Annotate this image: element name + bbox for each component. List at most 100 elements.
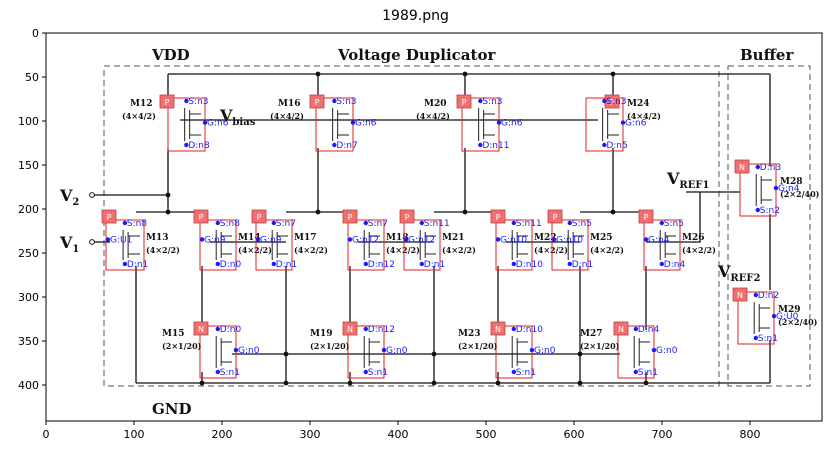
pin-dot — [184, 142, 189, 148]
vdd-label: VDD — [151, 46, 190, 64]
transistor-m20: P S:n3 G:n6 D:n11 M20 (4×4/2) — [416, 94, 523, 152]
pin-label: G:n10 — [500, 236, 527, 246]
pin-label: S:n1 — [638, 368, 658, 378]
device-name: M13 — [146, 233, 169, 243]
pin-dot — [478, 98, 483, 104]
pin-dot — [255, 237, 261, 242]
x-tick-label: 100 — [124, 428, 145, 441]
y-tick-label: 100 — [18, 115, 39, 128]
device-symbol — [567, 230, 584, 260]
pin-dot — [350, 120, 356, 125]
type-tag-label: P — [348, 213, 353, 222]
transistor-m18: P S:n7 G:n12 D:n12 M18 (4×2/2) — [342, 209, 420, 271]
pin-label: S:n5 — [572, 219, 592, 229]
device-name: M19 — [310, 329, 333, 339]
device-size: (2×1/20) — [580, 341, 620, 351]
transistor-m28: N D:n3 G:n4 S:n2 M28 (2×2/40) — [734, 159, 820, 217]
device-size: (4×4/2) — [270, 111, 304, 121]
pin-label: G:n0 — [656, 346, 678, 356]
device-outline — [551, 219, 589, 271]
pin-label: D:n1 — [572, 260, 593, 270]
pin-dot — [771, 313, 777, 319]
y-tick-label: 200 — [18, 203, 39, 216]
type-tag — [399, 209, 415, 224]
pin-dot — [643, 237, 649, 242]
device-outline — [199, 219, 237, 271]
transistor-m24: PS:n3 G:n6 D:n5 M24 (4×4/2) — [585, 94, 661, 152]
type-tag — [251, 209, 267, 224]
pin-label: G:n6 — [501, 119, 523, 129]
pin-label: S:n3 — [606, 97, 626, 107]
x-tick-label: 300 — [300, 428, 321, 441]
pin-label: D:n8 — [188, 141, 210, 151]
device-symbol — [184, 108, 201, 141]
pin-label: D:n1 — [127, 260, 148, 270]
pin-label: G:n0 — [238, 346, 260, 356]
pin-dot — [755, 164, 760, 170]
device-size: (2×1/20) — [162, 341, 202, 351]
x-tick-label: 200 — [212, 428, 233, 441]
pin-label: S:n8 — [127, 219, 147, 229]
type-tag — [638, 209, 654, 224]
device-size: (4×2/2) — [590, 245, 624, 255]
pin-label: G:n6 — [355, 119, 377, 129]
device-name: M14 — [238, 233, 261, 243]
pin-label: G:n0 — [386, 346, 408, 356]
device-symbol — [478, 108, 495, 141]
type-tag-label: P — [553, 213, 558, 222]
type-tag-label: N — [495, 325, 501, 334]
type-tag-label: N — [198, 325, 204, 334]
device-outline — [643, 219, 681, 271]
pin-label: G:U1 — [110, 236, 132, 246]
duplicator-title: Voltage Duplicator — [337, 46, 496, 64]
type-tag-label: P — [315, 98, 320, 107]
y-tick-label: 50 — [25, 71, 39, 84]
pin-label: D:n2 — [758, 291, 779, 301]
ref-wires — [646, 191, 740, 243]
device-symbol — [659, 230, 676, 260]
type-tag-label: P — [462, 98, 467, 107]
type-tag — [193, 321, 209, 336]
x-tick-label: 600 — [564, 428, 585, 441]
device-symbol — [271, 230, 288, 260]
type-tag — [547, 209, 563, 224]
pin-label: S:n7 — [276, 219, 296, 229]
v2-label: V2 — [59, 186, 79, 208]
pin-label: D:n5 — [606, 141, 627, 151]
pin-label: S:n3 — [482, 97, 502, 107]
device-name: M22 — [534, 233, 557, 243]
type-tag-label: N — [347, 325, 353, 334]
transistor-m17: P S:n7 G:n9 D:n1 M17 (4×2/2) — [251, 209, 328, 271]
pin-dot — [567, 220, 572, 226]
y-tick-label: 150 — [18, 159, 39, 172]
device-size: (2×2/40) — [780, 189, 820, 199]
pin-dot — [551, 237, 557, 242]
pin-label: S:n11 — [516, 219, 542, 229]
pin-dot — [122, 261, 128, 267]
type-tag-label: P — [405, 213, 410, 222]
pin-label: S:n7 — [368, 219, 388, 229]
transistor-m27: N D:n4 G:n0 S:n1 M27 (2×1/20) — [580, 321, 678, 379]
pin-label: G:n6 — [625, 119, 647, 129]
y-tick-label: 300 — [18, 291, 39, 304]
pin-label: S:n3 — [188, 97, 208, 107]
duplicator-region — [103, 65, 720, 387]
type-tag-label: P — [199, 213, 204, 222]
device-size: (2×2/40) — [778, 317, 818, 327]
y-tick-label: 350 — [18, 335, 39, 348]
pin-label: S:n11 — [424, 219, 450, 229]
pin-dot — [233, 347, 239, 353]
y-tick-label: 0 — [32, 27, 39, 40]
type-tag — [456, 94, 472, 109]
y-axis-ticks: 0 50 100 150 200 250 300 350 400 — [18, 27, 46, 392]
diode-drops — [201, 266, 647, 330]
device-name: M27 — [580, 329, 603, 339]
vbias-label: Vbias — [219, 106, 256, 128]
pin-dot — [567, 261, 572, 267]
pin-label: D:n10 — [516, 325, 543, 335]
pin-dot — [363, 326, 368, 332]
pin-dot — [496, 120, 502, 125]
device-size: (4×2/2) — [534, 245, 568, 255]
device-size: (4×2/2) — [386, 245, 420, 255]
type-tag — [342, 209, 358, 224]
